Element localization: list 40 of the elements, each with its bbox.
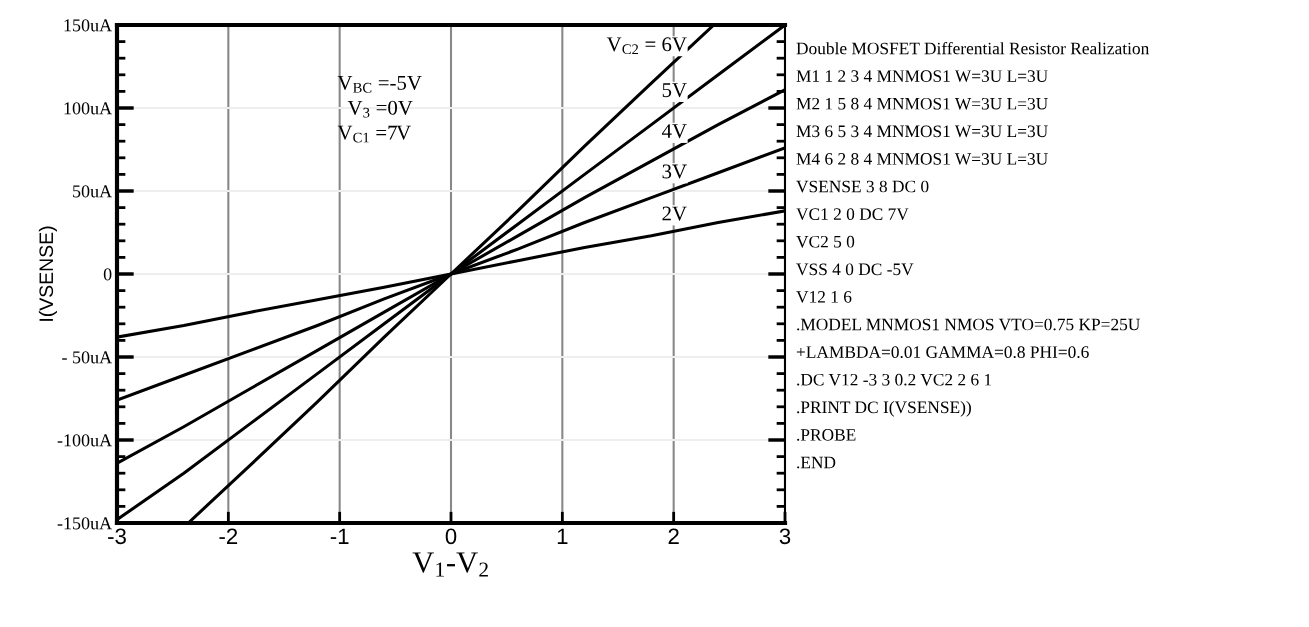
text: M4 6 2 8 4 MNMOS1 W=3U L=3U bbox=[796, 153, 1048, 165]
text: VSENSE 3 8 DC 0 bbox=[796, 180, 929, 193]
text: VC2 5 0 bbox=[796, 235, 855, 248]
annotation: V$_{BC}$ =-5V bbox=[337, 76, 422, 93]
text: .MODEL MNMOS1 NMOS VTO=0.75 KP=25U bbox=[797, 318, 1140, 331]
y-axis-title: I(VSENSE) bbox=[38, 226, 57, 321]
text: .PRINT DC I(VSENSE)) bbox=[797, 400, 971, 417]
y-tick-label: 100uA bbox=[64, 102, 113, 115]
x-tick-label: 0 bbox=[445, 528, 457, 545]
y-tick-label: 50uA bbox=[73, 185, 113, 198]
series-label: 4V bbox=[661, 124, 687, 139]
x-tick-label: -2 bbox=[219, 528, 238, 544]
x-axis-title: V$_{1}$-V$_{2}$ bbox=[412, 552, 488, 577]
x-tick-label: -3 bbox=[108, 528, 126, 545]
y-tick-label: -150uA bbox=[57, 517, 113, 530]
x-tick-label: 1 bbox=[557, 528, 568, 544]
text: V12 1 6 bbox=[796, 291, 852, 303]
text: .PROBE bbox=[797, 429, 856, 441]
x-tick-label: 3 bbox=[779, 528, 791, 545]
text: +LAMBDA=0.01 GAMMA=0.8 PHI=0.6 bbox=[796, 346, 1089, 359]
series-label: 2V bbox=[662, 206, 687, 221]
annotation: V$_{3}$ =0V bbox=[347, 100, 413, 118]
series-label: 3V bbox=[662, 164, 687, 179]
y-tick-label: 0 bbox=[103, 268, 112, 281]
text: .END bbox=[797, 456, 836, 469]
x-tick-label: -1 bbox=[330, 528, 349, 544]
text: M2 1 5 8 4 MNMOS1 W=3U L=3U bbox=[796, 97, 1048, 110]
y-tick-label: -100uA bbox=[57, 434, 113, 447]
text: VC1 2 0 DC 7V bbox=[796, 208, 909, 221]
y-tick-label: 150uA bbox=[64, 19, 113, 32]
text: VSS 4 0 DC -5V bbox=[796, 263, 914, 276]
text: M3 6 5 3 4 MNMOS1 W=3U L=3U bbox=[796, 125, 1048, 138]
text: M1 1 2 3 4 MNMOS1 W=3U L=3U bbox=[796, 70, 1048, 83]
series-label: 5V bbox=[662, 83, 687, 98]
annotation: V$_{C1}$ =7V bbox=[337, 125, 411, 143]
series-label: V$_{C2}$ = 6V bbox=[606, 37, 687, 55]
y-tick-label: - 50uA bbox=[62, 351, 113, 364]
text: Double MOSFET Differential Resistor Realization bbox=[796, 41, 1150, 55]
x-tick-label: 2 bbox=[668, 528, 679, 544]
text: .DC V12 -3 3 0.2 VC2 2 6 1 bbox=[797, 373, 992, 386]
